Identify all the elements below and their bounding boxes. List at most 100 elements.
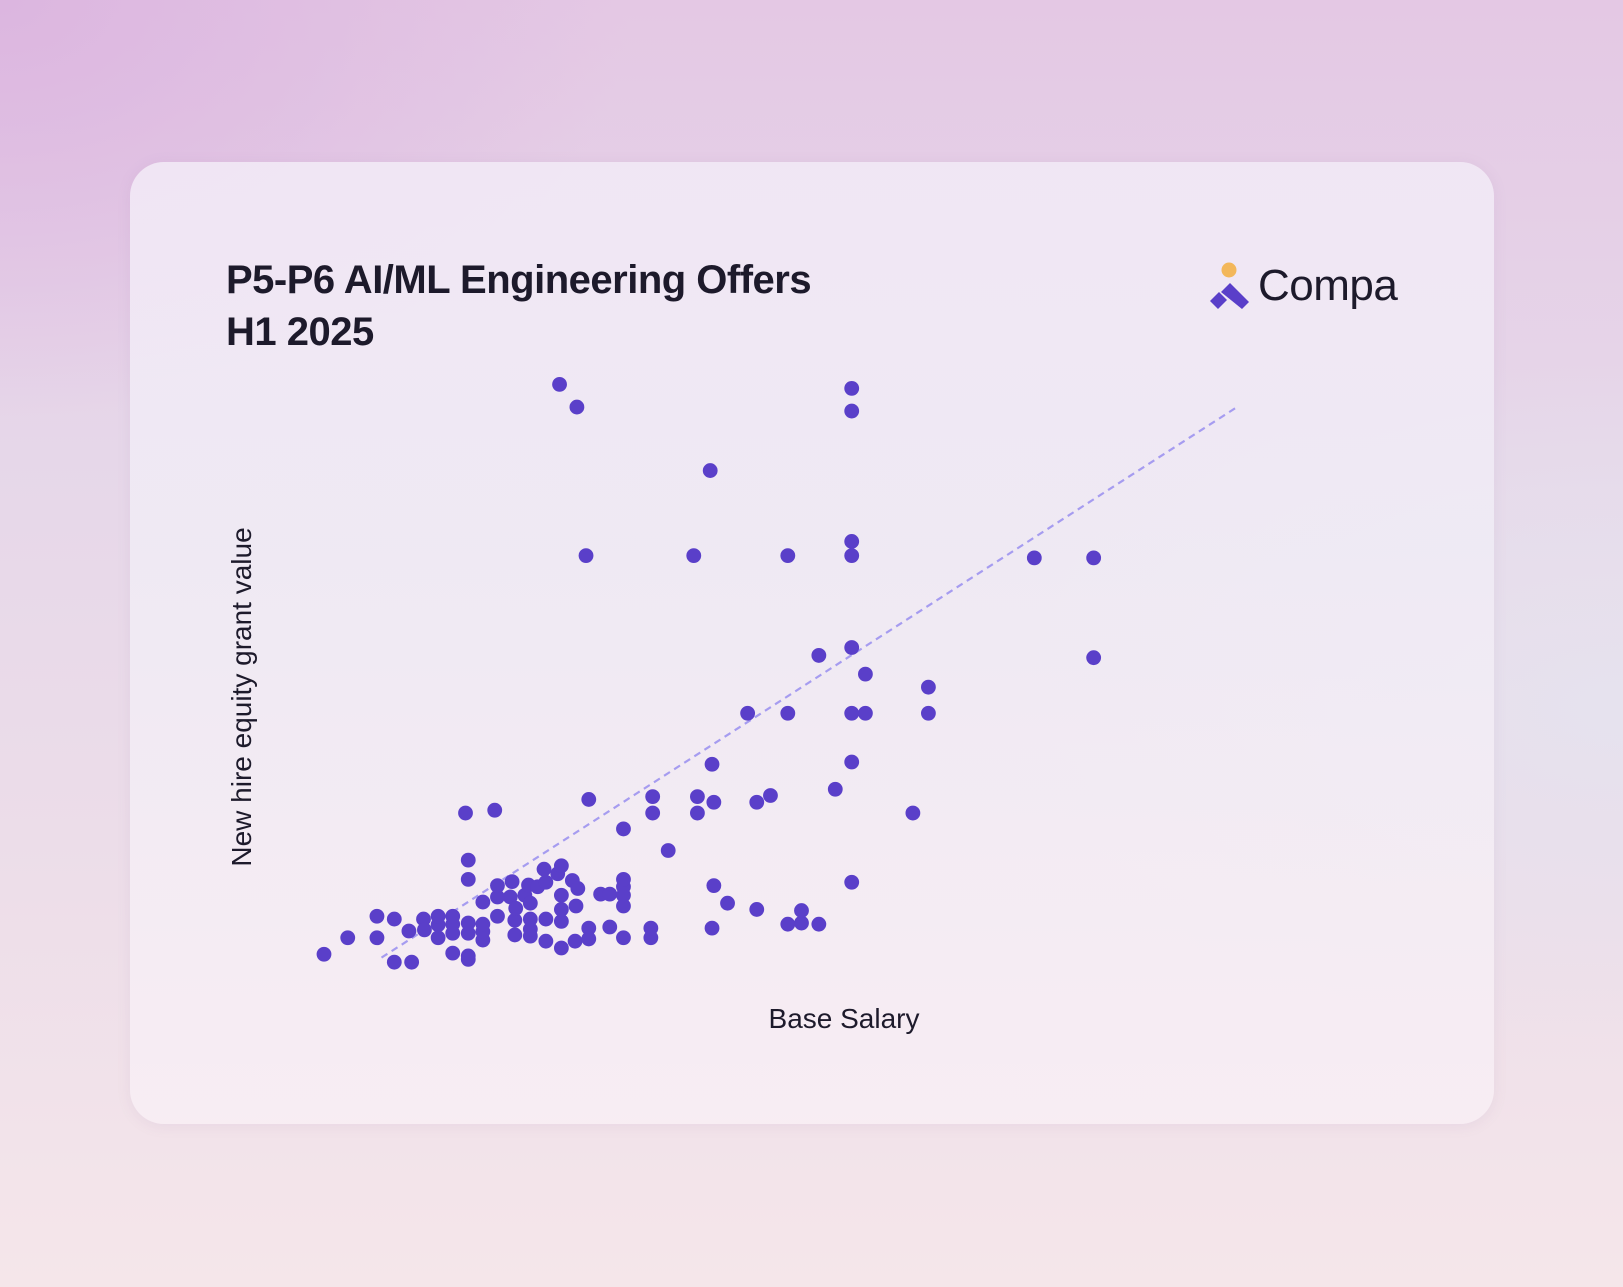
scatter-point [340, 930, 356, 946]
scatter-point [645, 805, 661, 821]
scatter-point [763, 788, 778, 803]
scatter-point [690, 805, 705, 821]
scatter-point [844, 640, 860, 655]
scatter-point [780, 548, 796, 564]
scatter-point [508, 900, 524, 916]
scatter-point [386, 911, 402, 927]
scatter-point [844, 534, 860, 549]
scatter-point [844, 548, 860, 564]
scatter-point [720, 895, 735, 911]
scatter-point [905, 805, 921, 821]
compa-logo-text: Compa [1258, 261, 1398, 310]
scatter-point [794, 903, 809, 918]
scatter-point [616, 898, 631, 914]
scatter-point [1086, 550, 1102, 566]
scatter-point [858, 666, 873, 682]
scatter-point [445, 908, 461, 924]
scatter-point [780, 705, 796, 721]
scatter-point [581, 920, 597, 936]
scatter-point [460, 871, 476, 887]
scatter-point [686, 548, 702, 564]
scatter-point [567, 933, 583, 949]
scatter-point [1026, 550, 1042, 566]
scatter-point [460, 951, 476, 967]
scatter-point [660, 843, 676, 858]
scatter-point [369, 908, 385, 924]
scatter-point [522, 911, 538, 927]
scatter-point [643, 920, 659, 936]
scatter-point [553, 858, 569, 874]
scatter-point [616, 930, 631, 946]
chart-card: P5-P6 AI/ML Engineering Offers H1 2025 C… [130, 162, 1494, 1124]
scatter-point [827, 781, 843, 797]
scatter-point [430, 930, 446, 946]
scatter-point [417, 922, 432, 938]
scatter-point [316, 946, 332, 962]
scatter-point [602, 919, 618, 935]
scatter-point [553, 902, 569, 917]
scatter-point [1086, 650, 1102, 666]
scatter-point [552, 376, 567, 392]
chart-title: P5-P6 AI/ML Engineering Offers H1 2025 [226, 254, 812, 358]
compa-logo-icon [1210, 262, 1249, 309]
scatter-point [645, 789, 661, 805]
scatter-point [616, 821, 631, 837]
chart-title-line-2: H1 2025 [226, 310, 374, 354]
scatter-point [553, 913, 569, 929]
scatter-point [538, 874, 554, 890]
scatter-point [502, 889, 518, 905]
scatter-point [706, 794, 722, 810]
scatter-point [507, 927, 523, 943]
scatter-point [740, 705, 756, 721]
scatter-point [844, 754, 860, 770]
scatter-point [430, 908, 446, 924]
scatter-point [569, 399, 585, 415]
scatter-point [475, 894, 491, 910]
scatter-point [844, 380, 860, 396]
scatter-point [616, 871, 631, 887]
scatter-point [568, 898, 584, 914]
x-axis-label: Base Salary [769, 1003, 920, 1034]
scatter-point [702, 463, 718, 478]
scatter-point [578, 548, 594, 564]
trend-line [380, 406, 1238, 959]
scatter-point [706, 878, 722, 894]
scatter-point [460, 915, 476, 931]
scatter-point [844, 403, 860, 419]
scatter-point [487, 802, 503, 818]
scatter-point [858, 705, 873, 721]
scatter-point [921, 679, 936, 695]
scatter-point [921, 705, 936, 721]
scatter-point [690, 789, 705, 805]
scatter-point [811, 916, 827, 932]
scatter-point [369, 930, 385, 946]
scatter-point [794, 915, 809, 931]
scatter-point [538, 933, 554, 949]
scatter-point [401, 923, 417, 939]
scatter-point [490, 878, 505, 894]
scatter-point [780, 916, 796, 932]
scatter-point [416, 911, 431, 927]
y-axis-label: New hire equity grant value [226, 527, 257, 866]
scatter-point [749, 794, 765, 810]
scatter-point [460, 852, 476, 868]
scatter-point [536, 861, 552, 877]
scatter-point [704, 920, 720, 936]
scatter-point [522, 921, 538, 937]
scatter-point [602, 886, 618, 902]
scatter-point [704, 756, 720, 772]
scatter-point [844, 705, 860, 721]
scatter-point [460, 925, 476, 941]
scatter-point [522, 895, 538, 911]
compa-logo: Compa [1208, 258, 1398, 314]
scatter-point [445, 945, 461, 961]
scatter-point [538, 911, 554, 927]
scatter-point [507, 912, 523, 928]
scatter-point [404, 954, 420, 970]
scatter-point [581, 931, 597, 947]
scatter-point [386, 954, 402, 970]
scatter-point [504, 874, 520, 890]
scatter-point [475, 916, 491, 932]
scatter-point [553, 940, 569, 956]
